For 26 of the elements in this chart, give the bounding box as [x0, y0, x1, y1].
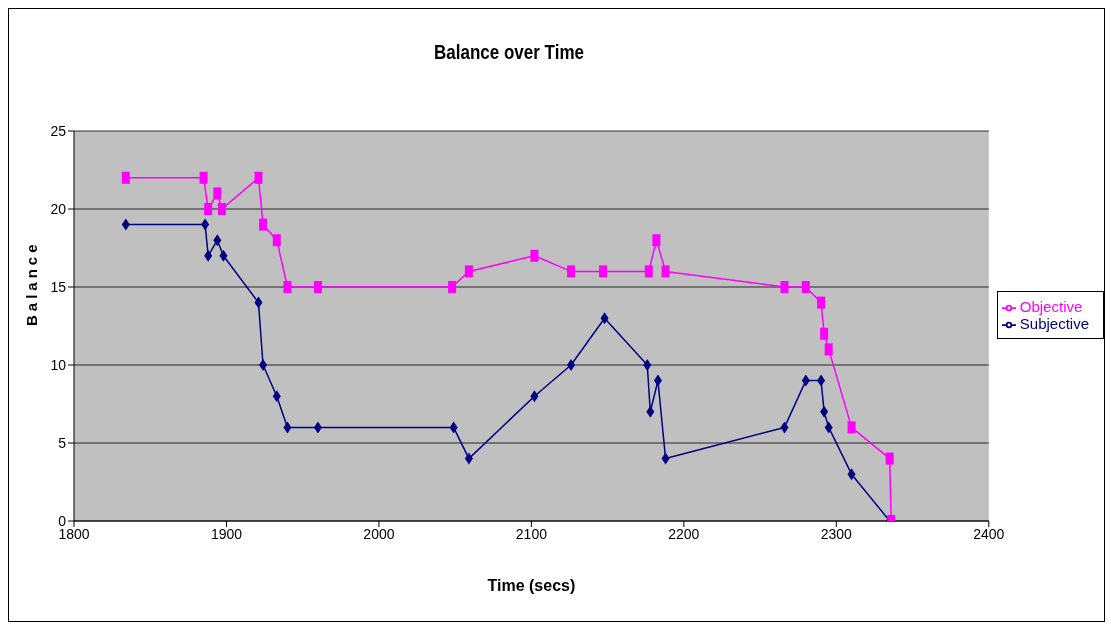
point: [801, 281, 810, 293]
x-tick-label: 2400: [973, 525, 1005, 542]
x-tick-label: 2000: [363, 525, 395, 542]
point: [313, 281, 322, 293]
x-tick-label: 2100: [515, 525, 548, 542]
legend-label: Objective: [1019, 297, 1083, 315]
point: [567, 359, 576, 371]
legend-label: Subjective: [1019, 315, 1089, 332]
point: [204, 203, 213, 215]
y-tick-label: 5: [58, 434, 67, 451]
x-tick-label: 2300: [820, 525, 853, 542]
chart-title: Balance over Time: [433, 41, 585, 64]
x-tick-label: 1900: [210, 525, 243, 542]
point: [780, 281, 789, 293]
point: [283, 281, 292, 293]
y-tick-label: 15: [50, 278, 67, 295]
point: [448, 281, 457, 293]
point: [643, 359, 652, 371]
y-tick-label: 10: [50, 356, 67, 373]
y-axis-title: Balance: [23, 240, 41, 326]
x-axis-title: Time (secs): [487, 577, 576, 594]
x-tick-label: 2200: [668, 525, 700, 542]
y-tick-label: 20: [50, 200, 67, 217]
y-tick-label: 25: [50, 122, 67, 139]
point: [217, 203, 226, 215]
point: [259, 359, 268, 371]
